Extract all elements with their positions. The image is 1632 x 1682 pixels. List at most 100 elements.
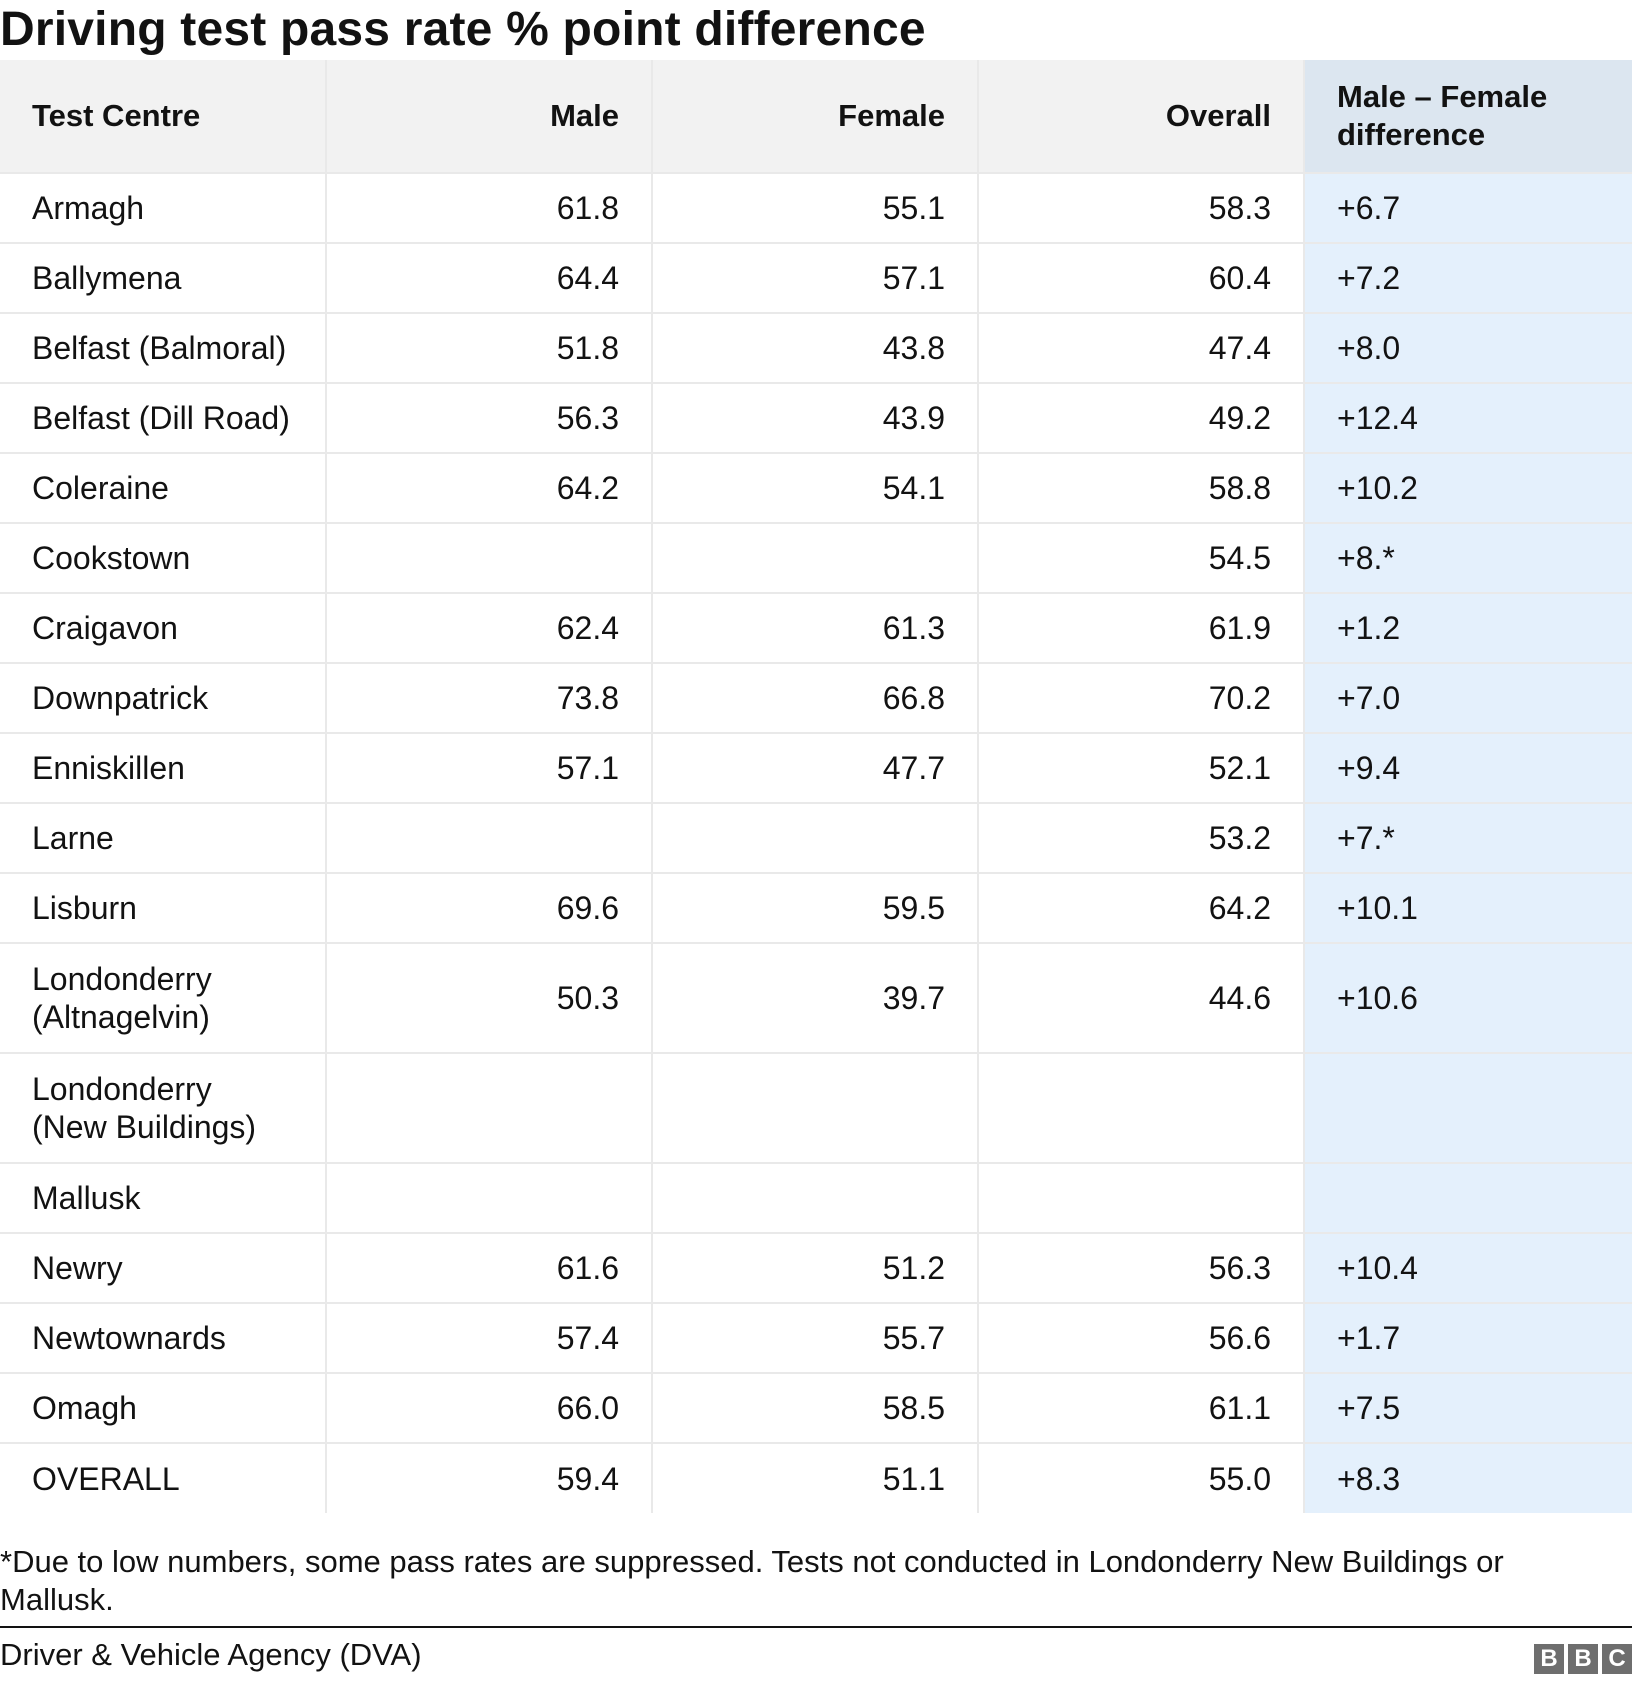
cell-overall: 61.1 xyxy=(977,1372,1304,1443)
cell-female: 54.1 xyxy=(651,452,978,523)
table-row: Cookstown 54.5 +8.* xyxy=(0,522,1632,593)
cell-difference xyxy=(1303,1052,1632,1163)
cell-male: 73.8 xyxy=(325,662,652,733)
cell-overall xyxy=(977,1162,1304,1233)
cell-male: 50.3 xyxy=(325,942,652,1053)
table-row: Mallusk xyxy=(0,1162,1632,1233)
cell-male: 64.2 xyxy=(325,452,652,523)
footnote: *Due to low numbers, some pass rates are… xyxy=(0,1544,1504,1617)
cell-overall: 44.6 xyxy=(977,942,1304,1053)
table-row: Armagh 61.8 55.1 58.3 +6.7 xyxy=(0,172,1632,243)
cell-male: 66.0 xyxy=(325,1372,652,1443)
cell-overall xyxy=(977,1052,1304,1163)
cell-female: 51.2 xyxy=(651,1232,978,1303)
header-male: Male xyxy=(325,60,652,173)
cell-test-centre: Ballymena xyxy=(0,242,326,313)
cell-test-centre: Londonderry (Altnagelvin) xyxy=(0,942,326,1053)
cell-male xyxy=(325,1162,652,1233)
cell-overall: 64.2 xyxy=(977,872,1304,943)
cell-female: 59.5 xyxy=(651,872,978,943)
cell-difference: +6.7 xyxy=(1303,172,1632,243)
cell-difference: +10.6 xyxy=(1303,942,1632,1053)
cell-female: 55.1 xyxy=(651,172,978,243)
cell-overall: 60.4 xyxy=(977,242,1304,313)
cell-overall: 58.3 xyxy=(977,172,1304,243)
cell-female: 57.1 xyxy=(651,242,978,313)
table-row: OVERALL 59.4 51.1 55.0 +8.3 xyxy=(0,1442,1632,1513)
cell-test-centre: Downpatrick xyxy=(0,662,326,733)
cell-male: 59.4 xyxy=(325,1442,652,1513)
cell-test-centre: Armagh xyxy=(0,172,326,243)
cell-test-centre: Cookstown xyxy=(0,522,326,593)
cell-male: 56.3 xyxy=(325,382,652,453)
table-row: Enniskillen 57.1 47.7 52.1 +9.4 xyxy=(0,732,1632,803)
table-row: Coleraine 64.2 54.1 58.8 +10.2 xyxy=(0,452,1632,523)
table-row: Newry 61.6 51.2 56.3 +10.4 xyxy=(0,1232,1632,1303)
cell-female xyxy=(651,522,978,593)
cell-test-centre: Belfast (Dill Road) xyxy=(0,382,326,453)
table-row: Belfast (Balmoral) 51.8 43.8 47.4 +8.0 xyxy=(0,312,1632,383)
cell-overall: 49.2 xyxy=(977,382,1304,453)
table-row: Lisburn 69.6 59.5 64.2 +10.1 xyxy=(0,872,1632,943)
cell-overall: 58.8 xyxy=(977,452,1304,523)
cell-test-centre: Larne xyxy=(0,802,326,873)
cell-test-centre: OVERALL xyxy=(0,1442,326,1513)
cell-test-centre: Coleraine xyxy=(0,452,326,523)
cell-difference: +8.* xyxy=(1303,522,1632,593)
bbc-logo: B B C xyxy=(1534,1644,1632,1674)
cell-female: 61.3 xyxy=(651,592,978,663)
cell-test-centre: Craigavon xyxy=(0,592,326,663)
cell-test-centre: Newtownards xyxy=(0,1302,326,1373)
table-row: Omagh 66.0 58.5 61.1 +7.5 xyxy=(0,1372,1632,1443)
cell-female xyxy=(651,1052,978,1163)
table-row: Belfast (Dill Road) 56.3 43.9 49.2 +12.4 xyxy=(0,382,1632,453)
logo-letter-c: C xyxy=(1602,1644,1632,1674)
cell-difference xyxy=(1303,1162,1632,1233)
cell-male: 57.4 xyxy=(325,1302,652,1373)
cell-overall: 61.9 xyxy=(977,592,1304,663)
cell-difference: +10.2 xyxy=(1303,452,1632,523)
cell-difference: +7.2 xyxy=(1303,242,1632,313)
cell-overall: 52.1 xyxy=(977,732,1304,803)
cell-male: 57.1 xyxy=(325,732,652,803)
cell-difference: +10.4 xyxy=(1303,1232,1632,1303)
cell-female: 55.7 xyxy=(651,1302,978,1373)
header-female: Female xyxy=(651,60,978,173)
cell-difference: +8.3 xyxy=(1303,1442,1632,1513)
table-row: Newtownards 57.4 55.7 56.6 +1.7 xyxy=(0,1302,1632,1373)
cell-male: 69.6 xyxy=(325,872,652,943)
cell-female: 66.8 xyxy=(651,662,978,733)
logo-letter-b2: B xyxy=(1568,1644,1598,1674)
cell-test-centre: Londonderry (New Buildings) xyxy=(0,1052,326,1163)
cell-difference: +9.4 xyxy=(1303,732,1632,803)
cell-test-centre: Mallusk xyxy=(0,1162,326,1233)
cell-male: 61.6 xyxy=(325,1232,652,1303)
cell-test-centre: Omagh xyxy=(0,1372,326,1443)
cell-test-centre: Newry xyxy=(0,1232,326,1303)
cell-difference: +1.7 xyxy=(1303,1302,1632,1373)
cell-overall: 55.0 xyxy=(977,1442,1304,1513)
header-overall: Overall xyxy=(977,60,1304,173)
table-row: Londonderry (New Buildings) xyxy=(0,1052,1632,1163)
table-row: Downpatrick 73.8 66.8 70.2 +7.0 xyxy=(0,662,1632,733)
source-label: Driver & Vehicle Agency (DVA) xyxy=(0,1637,422,1672)
cell-overall: 56.6 xyxy=(977,1302,1304,1373)
cell-female: 39.7 xyxy=(651,942,978,1053)
table-header-row: Test Centre Male Female Overall Male – F… xyxy=(0,60,1632,173)
cell-female: 51.1 xyxy=(651,1442,978,1513)
chart-title: Driving test pass rate % point differenc… xyxy=(0,3,926,56)
cell-overall: 70.2 xyxy=(977,662,1304,733)
cell-overall: 54.5 xyxy=(977,522,1304,593)
cell-difference: +7.5 xyxy=(1303,1372,1632,1443)
source-divider xyxy=(0,1626,1632,1628)
cell-difference: +7.0 xyxy=(1303,662,1632,733)
cell-difference: +7.* xyxy=(1303,802,1632,873)
cell-male: 61.8 xyxy=(325,172,652,243)
cell-difference: +10.1 xyxy=(1303,872,1632,943)
cell-overall: 53.2 xyxy=(977,802,1304,873)
cell-difference: +12.4 xyxy=(1303,382,1632,453)
cell-test-centre: Belfast (Balmoral) xyxy=(0,312,326,383)
cell-male xyxy=(325,522,652,593)
table-body: Armagh 61.8 55.1 58.3 +6.7 Ballymena 64.4 57.1 6… xyxy=(0,172,1632,1513)
cell-female xyxy=(651,1162,978,1233)
